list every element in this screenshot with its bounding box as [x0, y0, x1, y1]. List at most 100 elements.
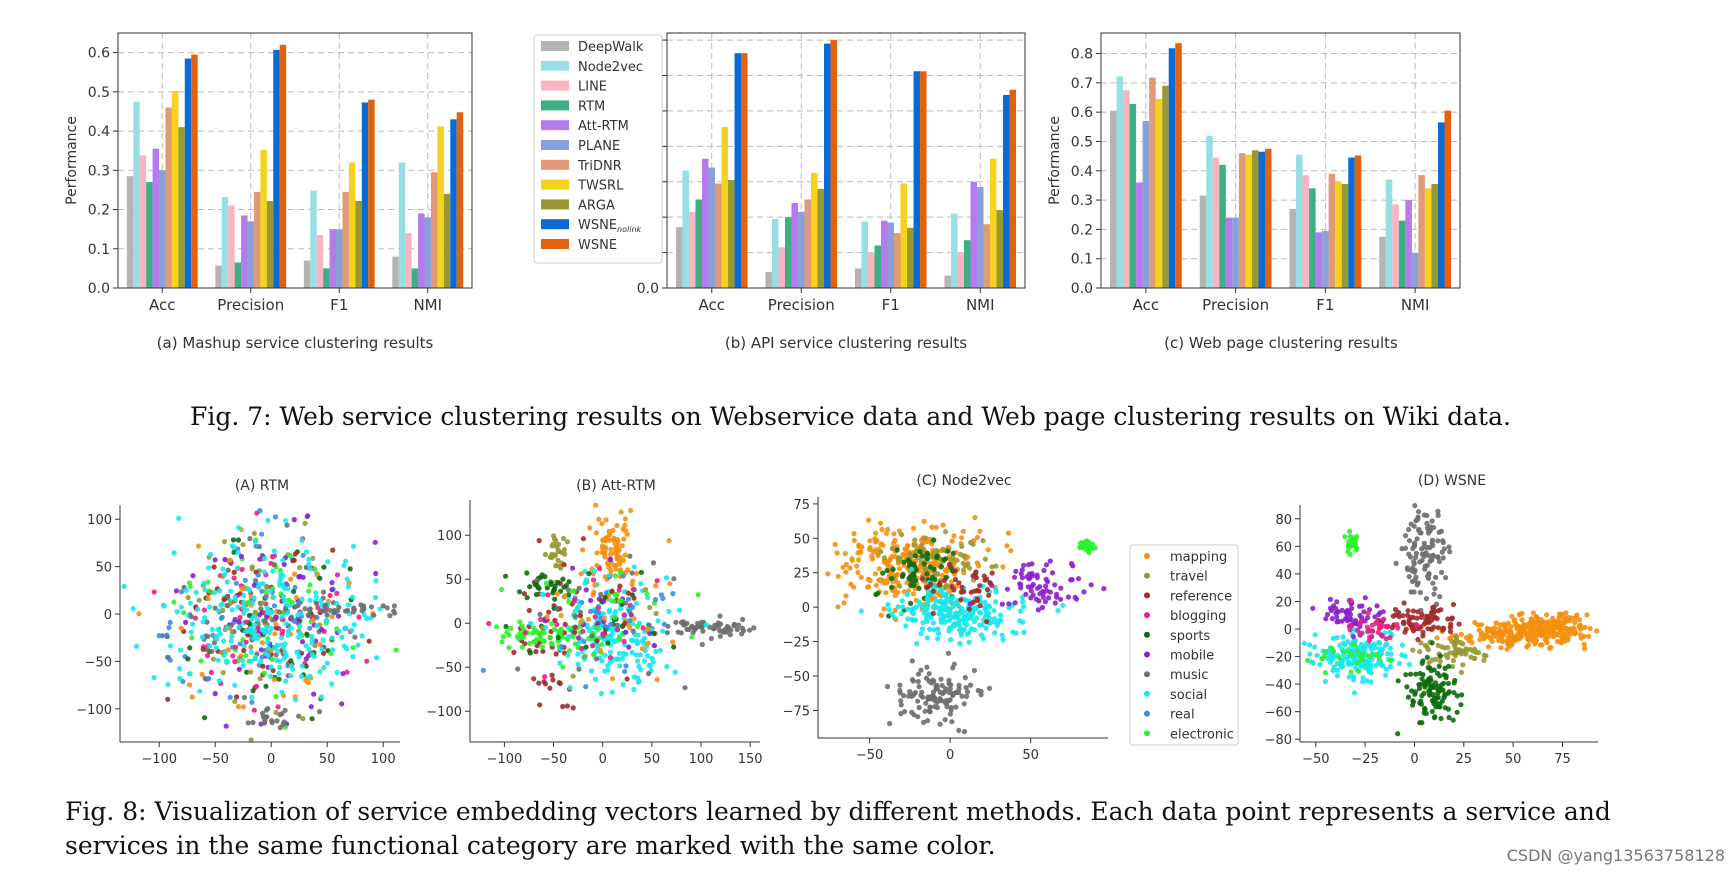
scatter-point — [247, 621, 253, 627]
scatter-point — [296, 654, 302, 660]
scatter-point — [609, 631, 615, 637]
scatter-point — [1331, 648, 1337, 655]
scatter-point — [291, 517, 297, 523]
scatter-point — [898, 698, 904, 704]
bar — [1405, 200, 1412, 288]
scatter-point — [200, 646, 206, 652]
scatter-point — [851, 531, 857, 537]
legend-label: ARGA — [578, 198, 615, 213]
scatter-point — [1012, 600, 1018, 606]
bar — [336, 229, 343, 288]
scatter-point — [1403, 672, 1409, 678]
scatter-point — [1454, 709, 1460, 715]
scatter-point — [1536, 616, 1542, 622]
scatter-point — [1380, 609, 1386, 615]
scatter-point — [557, 563, 563, 569]
scatter-point — [551, 533, 557, 539]
scatter-point — [1545, 626, 1551, 632]
scatter-point — [1020, 619, 1026, 625]
scatter-point — [299, 537, 305, 544]
scatter-point — [1340, 634, 1346, 640]
bar — [443, 193, 451, 288]
scatter-point — [204, 619, 210, 625]
scatter-point — [1544, 612, 1550, 618]
bar — [126, 176, 134, 288]
scatter-point — [575, 661, 581, 668]
scatter-point — [934, 699, 940, 705]
scatter-point — [316, 709, 323, 715]
scatter-point — [980, 538, 986, 544]
scatter-point — [638, 569, 645, 575]
scatter-point — [927, 704, 933, 710]
y-tick-label: 0 — [802, 601, 810, 616]
scatter-point — [1400, 619, 1407, 626]
scatter-point — [499, 639, 505, 645]
scatter-point — [307, 673, 313, 679]
scatter-point — [1054, 591, 1060, 597]
bar — [1206, 135, 1213, 288]
scatter-point — [253, 683, 260, 690]
scatter-point — [924, 635, 931, 641]
scatter-point — [975, 687, 981, 694]
scatter-point — [963, 685, 969, 691]
scatter-point — [555, 579, 561, 586]
bar — [880, 220, 888, 288]
scatter-point — [319, 608, 325, 614]
scatter-point — [970, 541, 976, 547]
scatter-point — [607, 556, 614, 563]
scatter-point — [236, 619, 242, 625]
scatter-point — [252, 609, 259, 615]
scatter-point — [248, 669, 254, 675]
scatter-point — [576, 585, 582, 591]
scatter-point — [552, 617, 558, 624]
scatter-point — [660, 595, 666, 602]
scatter-point — [942, 689, 948, 695]
scatter-point — [156, 633, 162, 639]
scatter-point — [923, 675, 930, 681]
scatter-point — [587, 608, 594, 615]
subplot-title: (D) WSNE — [1418, 473, 1486, 489]
scatter-point — [948, 579, 955, 585]
legend-label: TWSRL — [577, 179, 624, 194]
y-tick-label: 50 — [793, 532, 810, 547]
scatter-point — [1441, 546, 1447, 552]
scatter-point — [1554, 638, 1560, 645]
scatter-point — [898, 611, 905, 617]
scatter-point — [921, 719, 927, 726]
scatter-point — [919, 553, 925, 559]
bar — [817, 188, 825, 288]
scatter-point — [602, 594, 608, 601]
scatter-point — [524, 570, 530, 576]
scatter-point — [555, 557, 561, 564]
scatter-point — [597, 647, 604, 653]
y-tick-label: 40 — [1275, 568, 1292, 583]
scatter-point — [1042, 599, 1048, 605]
scatter-point — [529, 630, 536, 636]
scatter-point — [717, 628, 723, 634]
scatter-point — [1347, 648, 1353, 654]
scatter-point — [553, 537, 559, 543]
bar — [266, 200, 274, 288]
scatter-point — [916, 684, 922, 690]
scatter-point — [280, 557, 286, 563]
scatter-point — [1324, 611, 1331, 618]
scatter-point — [924, 552, 930, 558]
scatter-point — [1360, 675, 1366, 681]
legend-marker — [1144, 572, 1150, 579]
scatter-point — [271, 594, 277, 600]
bar — [970, 181, 977, 288]
legend-label: reference — [1170, 589, 1232, 604]
scatter-point — [916, 704, 922, 711]
scatter-point — [1375, 629, 1381, 636]
scatter-point — [639, 638, 645, 644]
scatter-point — [963, 693, 970, 700]
scatter-point — [533, 591, 540, 598]
scatter-point — [645, 653, 651, 659]
scatter-point — [1346, 674, 1352, 680]
y-tick-label: 0.2 — [1071, 222, 1093, 238]
scatter-point — [232, 644, 239, 650]
scatter-point — [219, 601, 225, 607]
scatter-point — [1425, 626, 1431, 632]
scatter-point — [1349, 605, 1355, 611]
